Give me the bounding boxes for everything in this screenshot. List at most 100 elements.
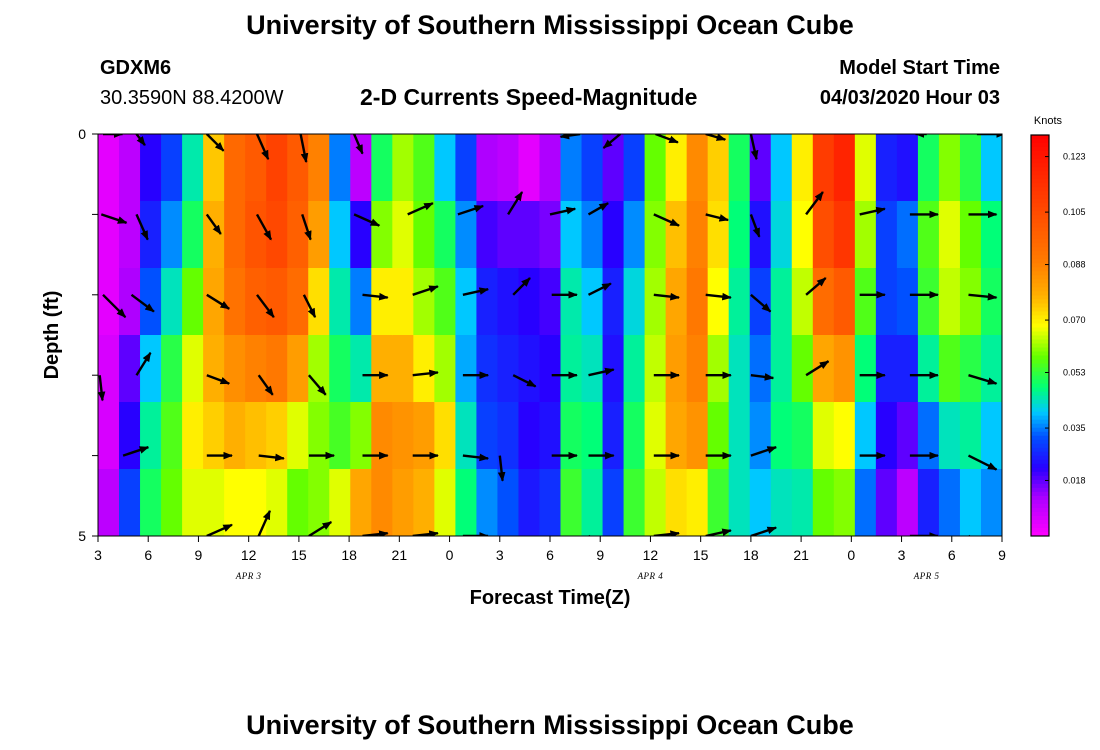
heatmap-cell (224, 201, 246, 269)
heatmap-cell (140, 335, 162, 403)
colorbar-tick-label: 0.070 (1063, 315, 1086, 325)
heatmap-cell (539, 134, 562, 202)
heatmap-cell (140, 402, 162, 470)
current-arrow (805, 360, 830, 377)
heatmap-cell (728, 134, 751, 202)
heatmap-cell (455, 201, 478, 269)
heatmap-cell (476, 335, 499, 403)
current-arrow (353, 213, 381, 227)
colorbar-segment (1031, 195, 1049, 200)
colorbar-segment (1031, 259, 1049, 264)
heatmap-cell (665, 335, 688, 403)
colorbar-segment (1031, 475, 1049, 481)
colorbar-segment (1031, 451, 1049, 457)
heatmap-cell (917, 469, 940, 536)
current-arrow (308, 520, 333, 536)
heatmap-cell (623, 335, 646, 403)
heatmap-cell (161, 335, 183, 403)
heatmap-cell (539, 201, 562, 269)
current-arrow (412, 369, 439, 378)
current-arrow (750, 526, 778, 536)
colorbar-frame (1030, 134, 1050, 537)
colorbar-segment (1031, 263, 1049, 268)
current-arrow (135, 213, 149, 241)
date-label: APR 3 (235, 571, 262, 581)
colorbar-segment (1031, 215, 1049, 220)
colorbar-segment (1031, 419, 1049, 425)
colorbar-segment (1031, 499, 1049, 505)
heatmap-cell (476, 268, 499, 336)
heatmap-cell (329, 268, 351, 336)
heatmap-cell (182, 469, 204, 536)
current-arrow (507, 191, 524, 216)
heatmap-cell (371, 268, 393, 336)
heatmap-cell (665, 268, 688, 336)
heatmap-cell (518, 201, 541, 269)
heatmap-cell (434, 268, 456, 336)
heatmap-cell (119, 402, 141, 470)
heatmap-cell (665, 469, 688, 536)
current-arrow (588, 534, 592, 536)
heatmap-cell (308, 201, 330, 269)
heatmap-cell (602, 469, 625, 536)
x-tick-label: 18 (341, 547, 357, 563)
colorbar-segment (1031, 411, 1049, 417)
colorbar-segment (1031, 211, 1049, 216)
colorbar-segment (1031, 527, 1049, 533)
heatmap-cell (770, 469, 793, 536)
heatmap-cell (266, 268, 288, 336)
colorbar-segment (1031, 331, 1049, 336)
colorbar-segment (1031, 207, 1049, 212)
colorbar-segment (1031, 487, 1049, 493)
heatmap-cell (98, 469, 120, 536)
colorbar-segment (1031, 507, 1049, 513)
current-arrow (257, 374, 274, 396)
heatmap-cell (707, 268, 730, 336)
heatmap-cell (854, 201, 877, 269)
heatmap-cell (560, 201, 583, 269)
heatmap-cell (728, 469, 751, 536)
heatmap-cell (203, 469, 225, 536)
current-arrow (705, 528, 732, 536)
colorbar-segment (1031, 483, 1049, 489)
heatmap-cell (140, 469, 162, 536)
heatmap-cell (497, 201, 520, 269)
colorbar-segment (1031, 183, 1049, 188)
colorbar-segment (1031, 323, 1049, 328)
colorbar-segment (1031, 403, 1049, 409)
heatmap-cell (455, 402, 478, 470)
heatmap-cell (392, 402, 414, 470)
heatmap-cell (791, 469, 814, 536)
heatmap-cell (182, 201, 204, 269)
heatmap-cell (833, 402, 856, 470)
current-arrow (859, 206, 886, 216)
heatmap-cell (686, 335, 709, 403)
current-arrow (299, 134, 309, 163)
heatmap-cell (938, 335, 961, 403)
colorbar-segment (1031, 267, 1049, 272)
heatmap-cell (602, 201, 625, 269)
colorbar-segment (1031, 311, 1049, 316)
speed-heatmap (98, 134, 1002, 536)
heatmap-cell (980, 268, 1002, 336)
x-tick-label: 15 (291, 547, 307, 563)
heatmap-cell (98, 134, 120, 202)
colorbar-tick-label: 0.088 (1063, 260, 1086, 270)
heatmap-cell (959, 134, 982, 202)
heatmap-cell (686, 134, 709, 202)
heatmap-cell (791, 335, 814, 403)
current-arrow (967, 454, 998, 471)
colorbar-segment (1031, 435, 1049, 441)
colorbar-segment (1031, 275, 1049, 280)
heatmap-cell (539, 469, 562, 536)
current-arrow (805, 191, 824, 216)
current-arrow (301, 214, 312, 241)
heatmap-cell (623, 268, 646, 336)
current-arrow (805, 277, 827, 296)
current-arrow (705, 213, 730, 222)
current-arrow (135, 134, 146, 146)
colorbar-segment (1031, 415, 1049, 421)
heatmap-cell (917, 134, 940, 202)
x-tick-label: 9 (998, 547, 1006, 563)
colorbar-segment (1031, 387, 1049, 393)
